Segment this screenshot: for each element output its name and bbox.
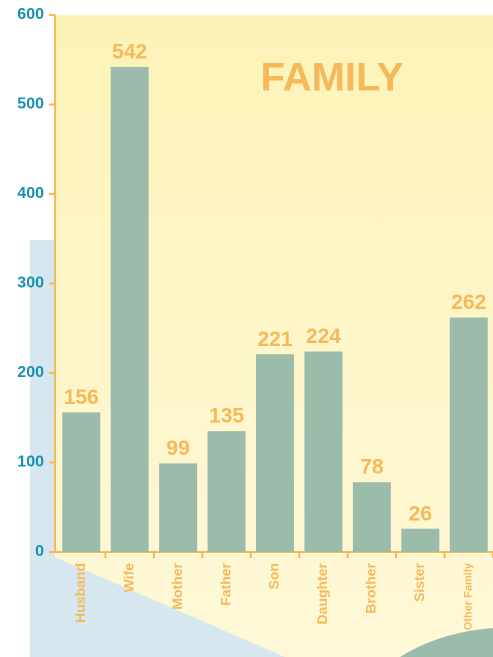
decor-right [400, 628, 493, 657]
x-tick-label: Husband [72, 563, 88, 623]
y-tick-label: 0 [35, 543, 44, 560]
value-label: 262 [451, 291, 486, 314]
x-tick-label: Mother [169, 562, 185, 609]
bar [449, 317, 488, 552]
value-label: 135 [209, 405, 244, 428]
value-label: 26 [409, 502, 432, 525]
bar [401, 528, 440, 552]
value-label: 224 [306, 325, 341, 348]
chart-title: FAMILY [261, 56, 404, 100]
y-tick-label: 400 [17, 185, 44, 202]
value-label: 156 [64, 386, 99, 409]
x-tick-label: Other Family [463, 562, 475, 630]
bar [110, 66, 149, 552]
value-label: 542 [112, 40, 147, 63]
bar [256, 354, 294, 552]
x-tick-label: Father [217, 562, 233, 605]
value-label: 99 [166, 437, 189, 460]
bar [207, 431, 246, 552]
x-tick-label: Brother [363, 562, 379, 613]
decor-left [30, 240, 285, 657]
x-tick-label: Sister [411, 562, 427, 601]
y-tick-label: 200 [17, 364, 44, 381]
bar [159, 463, 198, 552]
x-tick-label: Wife [120, 563, 136, 593]
bar [304, 351, 343, 552]
value-label: 221 [257, 328, 292, 351]
value-label: 78 [360, 456, 384, 479]
y-tick-label: 500 [17, 96, 44, 113]
bar [62, 412, 101, 552]
y-tick-label: 100 [17, 454, 44, 471]
bar [352, 482, 391, 552]
x-tick-label: Son [266, 563, 282, 589]
x-tick-label: Daughter [314, 562, 330, 624]
y-tick-label: 600 [17, 6, 44, 23]
y-tick-label: 300 [17, 275, 44, 292]
